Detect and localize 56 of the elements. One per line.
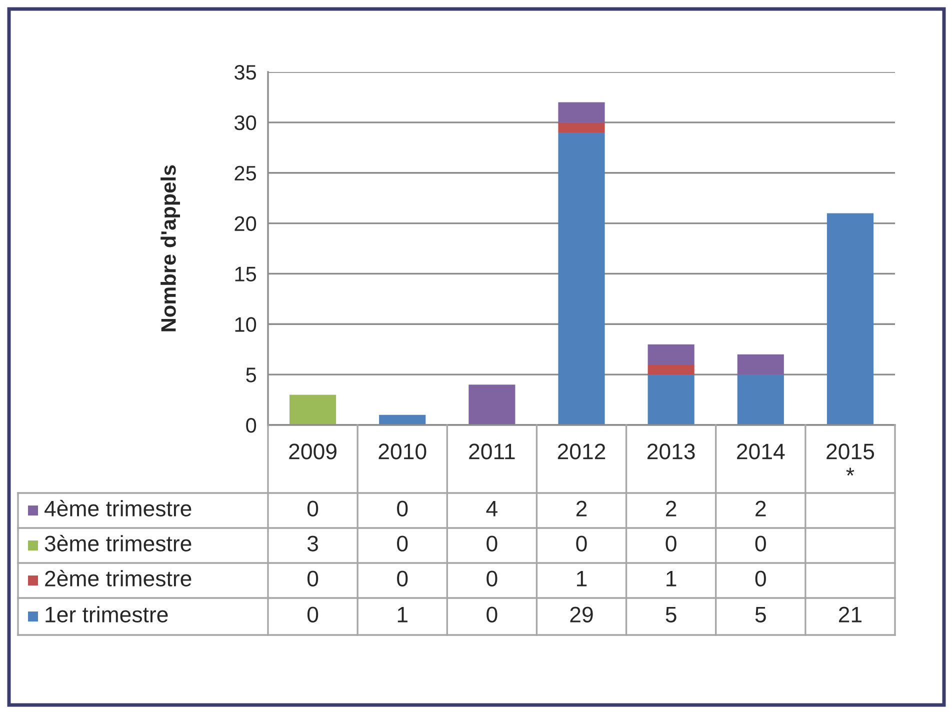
data-label: 1 bbox=[398, 606, 408, 622]
data-label: 29 bbox=[570, 606, 593, 622]
data-label: 1 bbox=[577, 570, 587, 586]
y-tick-label: 15 bbox=[235, 266, 256, 282]
x-tick-label: 2011 bbox=[469, 444, 515, 460]
data-label: 0 bbox=[307, 606, 318, 622]
data-label: 0 bbox=[486, 606, 498, 622]
bar bbox=[737, 354, 784, 375]
y-tick-label: 20 bbox=[234, 216, 256, 232]
y-tick-label: 30 bbox=[234, 115, 256, 130]
data-label: 0 bbox=[576, 536, 587, 552]
bar bbox=[826, 213, 874, 425]
bar bbox=[737, 374, 784, 425]
data-label: 0 bbox=[307, 500, 318, 516]
bar bbox=[289, 394, 336, 425]
data-label: 5 bbox=[666, 606, 676, 622]
bar bbox=[648, 374, 694, 425]
legend-label: 2ème trimestre bbox=[45, 570, 192, 586]
data-label: 21 bbox=[838, 606, 862, 622]
data-label: 0 bbox=[397, 536, 408, 552]
legend-label: 4ème trimestre bbox=[44, 500, 192, 516]
x-tick-label: 2015 * bbox=[826, 444, 874, 476]
bar bbox=[648, 344, 694, 364]
x-tick-label: 2014 bbox=[737, 444, 785, 460]
data-label: 1 bbox=[666, 570, 676, 586]
data-label: 2 bbox=[576, 500, 587, 516]
x-tick-label: 2012 bbox=[558, 444, 606, 460]
data-label: 3 bbox=[307, 536, 318, 552]
data-label: 0 bbox=[397, 570, 408, 586]
x-tick-label: 2009 bbox=[289, 444, 336, 460]
y-tick-label: 35 bbox=[234, 65, 256, 80]
bar bbox=[648, 364, 694, 375]
bar bbox=[558, 102, 605, 122]
y-axis-title: Nombre d'appels bbox=[160, 165, 180, 332]
data-label: 0 bbox=[307, 570, 318, 586]
data-label: 0 bbox=[755, 536, 766, 552]
bar bbox=[558, 122, 605, 133]
y-tick-label: 5 bbox=[246, 368, 256, 382]
legend-label: 1er trimestre bbox=[46, 606, 168, 622]
data-label: 2 bbox=[666, 500, 676, 516]
bar bbox=[558, 132, 605, 425]
data-label: 0 bbox=[666, 536, 676, 552]
data-label: 0 bbox=[755, 570, 766, 586]
y-tick-label: 10 bbox=[235, 317, 256, 332]
x-tick-label: 2010 bbox=[378, 444, 426, 460]
legend-label: 3ème trimestre bbox=[44, 534, 192, 552]
data-label: 5 bbox=[755, 606, 766, 622]
bar bbox=[468, 384, 516, 425]
data-label: 4 bbox=[486, 500, 498, 516]
data-label: 0 bbox=[486, 536, 498, 552]
x-tick-label: 2013 bbox=[647, 444, 695, 460]
y-tick-label: 0 bbox=[246, 418, 256, 433]
data-label: 0 bbox=[486, 570, 498, 586]
y-tick-label: 25 bbox=[234, 166, 256, 181]
data-label: 0 bbox=[397, 500, 408, 516]
data-label: 2 bbox=[756, 500, 766, 516]
